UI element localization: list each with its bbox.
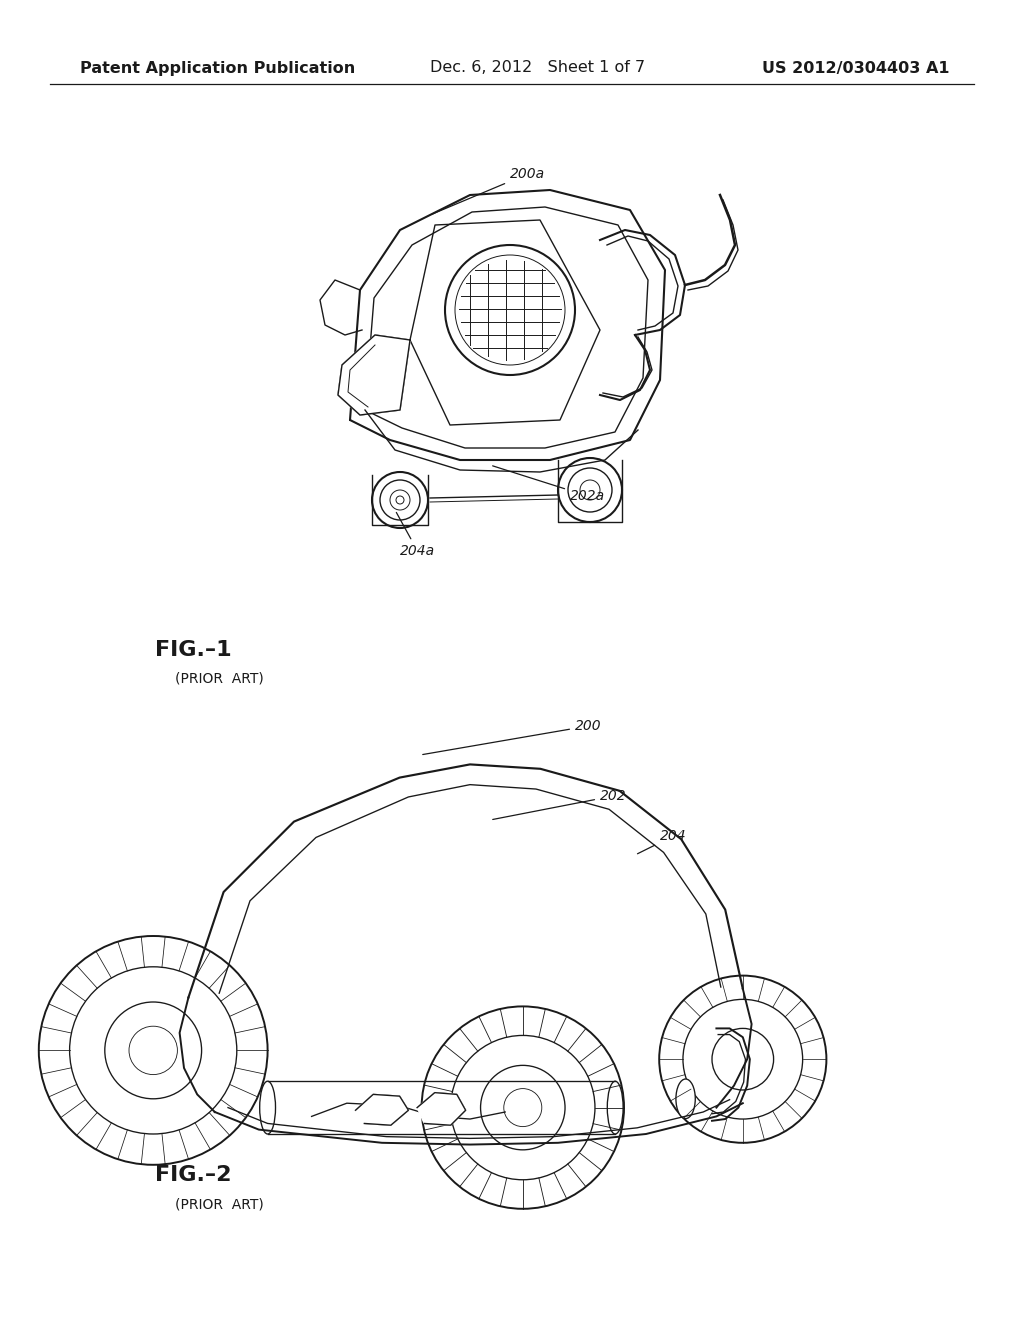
Circle shape [104, 1002, 202, 1098]
Text: FIG.–1: FIG.–1 [155, 640, 231, 660]
Text: 200: 200 [423, 719, 602, 755]
Text: (PRIOR  ART): (PRIOR ART) [175, 1197, 264, 1210]
Text: Dec. 6, 2012   Sheet 1 of 7: Dec. 6, 2012 Sheet 1 of 7 [430, 61, 645, 75]
Text: (PRIOR  ART): (PRIOR ART) [175, 672, 264, 686]
Circle shape [480, 1065, 565, 1150]
Ellipse shape [607, 1081, 624, 1134]
Ellipse shape [676, 1078, 695, 1118]
Text: Patent Application Publication: Patent Application Publication [80, 61, 355, 75]
Circle shape [712, 1028, 773, 1090]
Text: 200a: 200a [432, 168, 545, 214]
Text: US 2012/0304403 A1: US 2012/0304403 A1 [763, 61, 950, 75]
Text: 204: 204 [638, 829, 687, 854]
Ellipse shape [260, 1081, 275, 1134]
Text: FIG.–2: FIG.–2 [155, 1166, 231, 1185]
Text: 204a: 204a [396, 512, 435, 558]
Polygon shape [355, 1094, 409, 1125]
Polygon shape [417, 1093, 466, 1125]
Text: 202a: 202a [493, 466, 605, 503]
Text: 202: 202 [493, 789, 627, 820]
Polygon shape [338, 335, 410, 414]
